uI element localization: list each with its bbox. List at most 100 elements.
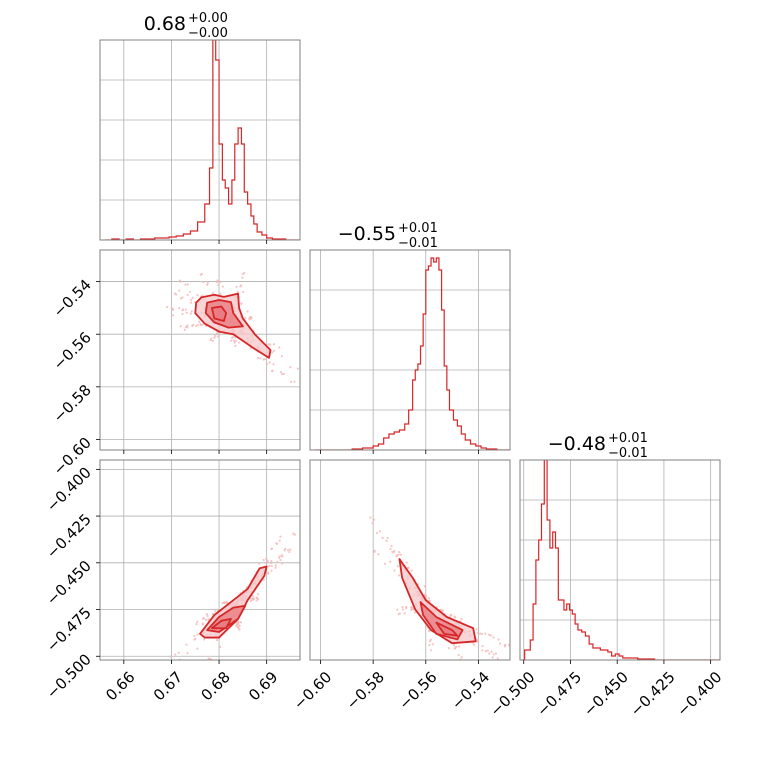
scatter-point [183, 328, 186, 331]
scatter-point [174, 653, 177, 656]
scatter-point [457, 653, 460, 657]
scatter-point [480, 632, 484, 636]
scatter-point [216, 335, 219, 338]
panel-diag-3: −0.48 +0.01−0.01−0.500−0.475−0.450−0.425−… [487, 431, 726, 720]
scatter-point [271, 370, 274, 373]
scatter-point [265, 557, 268, 560]
scatter-point [427, 597, 431, 600]
scatter-point [215, 638, 219, 642]
scatter-point [476, 639, 480, 642]
scatter-point [193, 634, 196, 638]
scatter-point [460, 617, 463, 621]
panel-diag-1: 0.68 +0.00−0.00 [99, 11, 301, 244]
scatter-point [377, 553, 380, 556]
scatter-point [255, 599, 258, 602]
panel-pair-2-1: −0.54−0.56−0.58−0.60 [50, 249, 301, 479]
scatter-point [278, 556, 281, 559]
scatter-point [275, 542, 278, 545]
scatter-point [190, 310, 193, 313]
panel-pair-3-1: 0.66 0.67 0.68 0.69−0.400−0.425−0.450−0.475… [43, 459, 301, 704]
scatter-point [244, 317, 247, 320]
x-tick-label-3: 0.69 [245, 668, 281, 704]
y-tick-label-4: −0.500 [43, 650, 95, 702]
scatter-point [390, 545, 393, 548]
contour-level-3 [211, 617, 232, 630]
scatter-point [262, 578, 265, 582]
scatter-point [184, 283, 187, 286]
scatter-point [201, 323, 204, 326]
scatter-point [184, 308, 187, 311]
scatter-point [373, 550, 376, 553]
scatter-point [270, 569, 273, 572]
ticks: −0.60 −0.58 −0.56 −0.54 [290, 660, 493, 713]
scatter-point [273, 349, 276, 352]
scatter-point [460, 656, 463, 659]
scatter-point [169, 655, 172, 658]
scatter-point [463, 667, 465, 669]
scatter-point [458, 645, 461, 648]
scatter-point [389, 547, 392, 551]
scatter-point [487, 633, 491, 636]
scatter-point [375, 531, 379, 535]
scatter-point [490, 650, 493, 653]
scatter-point [449, 615, 452, 618]
scatter-point [243, 271, 246, 275]
scatter-point [399, 553, 402, 556]
scatter-point [225, 601, 229, 604]
x-tick-label-2: 0.68 [197, 668, 233, 704]
scatter-point [215, 280, 218, 284]
scatter-point [211, 612, 215, 615]
scatter-point [239, 621, 242, 624]
ticks: 0.66 0.67 0.68 0.69−0.400−0.425−0.450−0.475… [43, 463, 282, 704]
scatter-point [282, 372, 285, 375]
x-tick-label-2: −0.56 [395, 668, 440, 713]
scatter-point [191, 296, 194, 299]
scatter-point [194, 324, 198, 328]
panel-frame [309, 459, 511, 661]
scatter-point [484, 650, 487, 653]
scatter-point [396, 608, 399, 611]
panel-pair-3-2: −0.60 −0.58 −0.56 −0.54 [290, 459, 511, 713]
scatter-point [389, 560, 392, 563]
grid [520, 460, 720, 660]
scatter-point [207, 663, 209, 665]
scatter-point [479, 632, 482, 635]
scatter-point [397, 553, 400, 556]
scatter-point [202, 638, 206, 641]
scatter-point [206, 282, 209, 285]
scatter-point [235, 624, 238, 627]
scatter-point [278, 539, 281, 542]
scatter-point [486, 649, 489, 652]
panel-frame [99, 459, 301, 661]
scatter-point [237, 341, 241, 344]
scatter-point [447, 647, 450, 650]
scatter-points [169, 532, 297, 665]
scatter-point [278, 346, 281, 349]
contour-level-3 [435, 621, 459, 637]
scatter-point [498, 642, 502, 645]
title-lower-error: −0.01 [398, 236, 438, 251]
scatter-point [270, 560, 273, 563]
scatter-point [369, 516, 372, 519]
scatter-point [405, 605, 408, 609]
scatter-point [172, 314, 175, 317]
scatter-point [182, 663, 184, 665]
scatter-point [504, 662, 506, 664]
scatter-point [256, 356, 260, 359]
scatter-point [272, 363, 275, 366]
scatter-point [372, 518, 375, 521]
scatter-point [429, 638, 433, 641]
panel-frame [309, 249, 511, 451]
x-tick-label-1: 0.67 [150, 668, 186, 704]
scatter-point [234, 344, 237, 347]
scatter-point [189, 312, 193, 315]
grid [100, 40, 300, 240]
x-tick-label-0: −0.500 [487, 668, 539, 720]
scatter-point [262, 358, 265, 361]
y-tick-label-2: −0.450 [43, 557, 95, 609]
scatter-point [213, 336, 216, 339]
scatter-point [450, 613, 453, 616]
scatter-point [249, 347, 252, 350]
scatter-point [430, 649, 433, 652]
